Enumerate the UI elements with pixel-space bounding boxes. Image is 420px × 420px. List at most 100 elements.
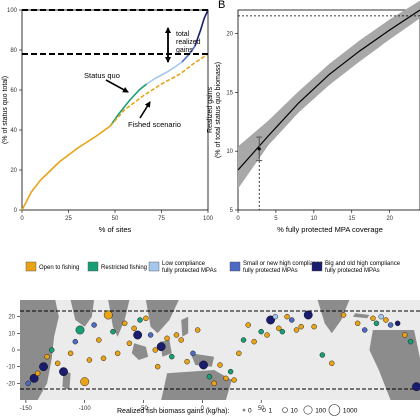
panel-a-ytick-label: 20 <box>10 168 17 174</box>
panel-b-point <box>257 147 261 151</box>
map-point <box>122 320 128 327</box>
map-point <box>279 328 286 335</box>
map-point <box>103 310 113 320</box>
size-legend-items: 0 1 10 100 1000 <box>242 404 358 416</box>
panel-b-xtick-label: 0 <box>236 216 240 222</box>
legend-swatch <box>87 261 99 272</box>
panel-b-ytick-label: 10 <box>226 149 233 155</box>
land-mass <box>369 330 420 400</box>
map-point <box>329 360 335 367</box>
map-point <box>194 327 201 333</box>
map-point <box>373 320 380 327</box>
legend-swatch <box>311 261 323 272</box>
map-point <box>59 367 68 377</box>
panel-a-xlabel: % of sites <box>99 225 132 234</box>
map-xtick-label: 0 <box>201 406 205 412</box>
panel-a-ytick-label: 60 <box>10 88 17 94</box>
size-legend-circle <box>303 405 313 415</box>
legend-swatch <box>229 261 241 272</box>
map-point <box>272 313 278 320</box>
map-point <box>264 332 270 338</box>
map-point <box>394 320 401 327</box>
map-point <box>147 332 154 338</box>
panel-a-frame <box>21 9 209 211</box>
map-point <box>86 357 93 363</box>
map-point <box>311 323 317 330</box>
size-legend-title: Realized fish biomass gains (kg/ha): <box>117 408 229 415</box>
map-point <box>110 328 116 335</box>
map-point <box>211 380 217 387</box>
panel-a: 0 25 50 75 100 0 20 40 60 80 100 total realized gain… <box>2 8 214 234</box>
status-quo-label: Status quo <box>84 71 120 80</box>
legend-label: Open to fishing <box>39 265 79 271</box>
map-point <box>223 375 229 382</box>
panel-a-xtick-label: 0 <box>20 216 24 222</box>
map-point <box>258 328 264 335</box>
color-legend: Open to fishing Restricted fishing Low com… <box>25 261 401 274</box>
panel-b-current-point <box>256 136 263 162</box>
map-point <box>72 338 78 345</box>
land-mass <box>181 316 189 337</box>
fished-scenario-label: Fished scenario <box>128 120 181 129</box>
land-mass <box>20 300 59 400</box>
legend-item-1: Restricted fishing <box>87 261 147 272</box>
panel-b-ylabel: Realized gains(% of total status quo bio… <box>207 62 222 158</box>
map-point <box>190 350 196 357</box>
map-point <box>217 362 223 368</box>
map-point <box>289 317 295 323</box>
panel-b-label: B <box>218 0 225 11</box>
map-point <box>54 360 61 367</box>
map-point <box>29 373 39 383</box>
map-point <box>276 325 282 332</box>
panel-b-ytick-label: 20 <box>226 32 233 38</box>
map-point <box>236 350 242 357</box>
map-point <box>293 327 300 333</box>
panel-b-ytick-label: 5 <box>230 208 234 214</box>
map-point <box>133 330 143 340</box>
map-point <box>67 350 74 357</box>
map-point <box>402 332 408 338</box>
panel-a-ylabel: (% of status quo total) <box>2 76 9 144</box>
land-mass <box>145 300 179 334</box>
status-quo-arrow <box>105 79 129 93</box>
map-point <box>184 358 190 365</box>
map-point <box>137 317 143 323</box>
size-legend-circle <box>262 408 266 412</box>
land-mass <box>108 300 130 337</box>
map-point <box>100 355 107 362</box>
size-legend-label: 1 <box>269 408 273 415</box>
map-point <box>173 332 180 338</box>
map-land <box>20 300 420 400</box>
map-point <box>303 310 313 320</box>
map-point <box>131 325 137 332</box>
map-point <box>114 350 121 357</box>
map-point <box>154 363 161 370</box>
map-point <box>362 327 368 333</box>
panel-b-xtick-label: 10 <box>310 216 317 222</box>
legend-label: Low compliance fully protected MPAs <box>162 261 217 274</box>
panel-b-xlabel: % fully protected MPA coverage <box>277 225 383 234</box>
map-point <box>412 382 420 392</box>
map-point <box>178 337 184 343</box>
legend-label: Big and old high compliance fully protect… <box>325 261 401 274</box>
map-point <box>152 347 158 353</box>
map-point <box>169 353 175 360</box>
map-point <box>298 323 304 330</box>
panel-a-xtick-label: 75 <box>158 216 165 222</box>
map-point <box>75 325 85 335</box>
total-gains-label: total realized gains <box>176 31 201 54</box>
map-point <box>96 337 102 343</box>
map-point <box>387 322 394 328</box>
map-ytick-label: -10 <box>6 365 15 371</box>
map-point <box>206 373 213 380</box>
panel-b-xtick-label: 5 <box>274 216 278 222</box>
panel-a-series-0 <box>21 125 111 211</box>
map-xtick-label: -150 <box>20 406 33 412</box>
map-point <box>266 315 275 325</box>
map-points <box>25 310 420 392</box>
map-point <box>39 362 48 372</box>
